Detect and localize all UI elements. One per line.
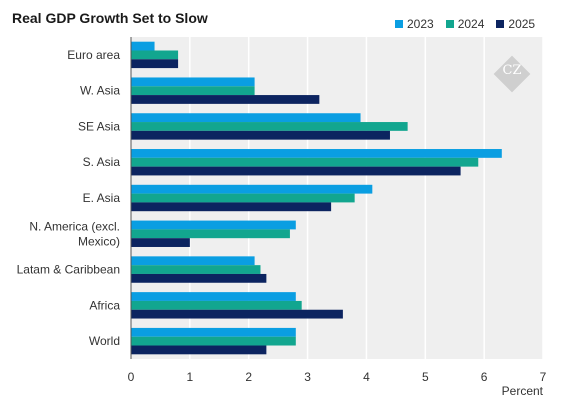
category-label-line: S. Asia [83, 155, 121, 169]
bar-2023 [131, 184, 373, 194]
legend-label-2024: 2024 [457, 17, 485, 31]
bar-2023 [131, 149, 502, 158]
legend-label-2023: 2023 [407, 17, 434, 31]
category-label: N. America (excl. Mexico) [29, 219, 120, 248]
bar-2025 [131, 202, 332, 212]
category-label: E. Asia [83, 191, 121, 205]
category-label: Euro area [67, 48, 120, 62]
chart-title: Real GDP Growth Set to Slow [12, 10, 208, 26]
chart-legend: 2023 2024 2025 [395, 17, 535, 31]
x-tick-label: 5 [422, 370, 429, 384]
x-axis-label: Percent [502, 384, 544, 398]
category-label: S. Asia [83, 155, 121, 169]
x-tick-label: 1 [187, 370, 194, 384]
x-tick-label: 3 [304, 370, 311, 384]
legend-item-2025: 2025 [496, 17, 535, 31]
bar-2024 [131, 193, 355, 203]
legend-item-2023: 2023 [395, 17, 434, 31]
bar-2024 [131, 86, 255, 96]
category-label: SE Asia [78, 119, 120, 133]
category-label: Latam & Caribbean [17, 263, 120, 277]
bar-2023 [131, 327, 296, 337]
category-label-line: W. Asia [80, 84, 120, 98]
category-label-line: Africa [89, 298, 120, 312]
category-label-line: SE Asia [78, 119, 120, 133]
bar-2025 [131, 345, 267, 355]
logo-watermark-text: CZ [502, 63, 522, 78]
legend-label-2025: 2025 [508, 17, 536, 31]
x-tick-label: 7 [540, 370, 547, 384]
category-label-line: Euro area [67, 48, 120, 62]
bar-2024 [131, 300, 302, 310]
bar-2025 [131, 59, 179, 69]
legend-swatch-2024 [445, 20, 454, 28]
category-label-line: E. Asia [83, 191, 121, 205]
category-label-line: Latam & Caribbean [17, 263, 120, 277]
x-tick-label: 2 [245, 370, 252, 384]
bar-2025 [131, 309, 343, 319]
bar-2023 [131, 41, 155, 51]
bar-2023 [131, 292, 296, 301]
bar-2024 [131, 336, 296, 346]
x-tick-label: 6 [481, 370, 488, 384]
category-label-line: World [89, 334, 120, 348]
bar-2025 [131, 166, 461, 176]
bar-2024 [131, 265, 261, 274]
category-label: W. Asia [80, 84, 120, 98]
bar-2024 [131, 50, 179, 60]
bar-2023 [131, 220, 296, 230]
legend-swatch-2025 [496, 20, 505, 28]
bar-2025 [131, 130, 390, 140]
x-tick-label: 4 [363, 370, 370, 384]
bar-2023 [131, 77, 255, 87]
x-tick-label: 0 [128, 370, 135, 384]
category-label: Africa [89, 298, 120, 312]
category-label: World [89, 334, 120, 348]
legend-swatch-2023 [395, 20, 403, 28]
category-label-line: Mexico) [78, 234, 120, 248]
category-label-line: N. America (excl. [29, 219, 120, 233]
bar-2025 [131, 95, 320, 104]
legend-item-2024: 2024 [445, 17, 485, 31]
bar-2024 [131, 122, 408, 131]
bar-2023 [131, 113, 361, 123]
bar-2024 [131, 229, 290, 239]
bar-2025 [131, 273, 267, 283]
bar-2023 [131, 256, 255, 266]
bar-2024 [131, 157, 479, 167]
bar-2025 [131, 238, 190, 247]
